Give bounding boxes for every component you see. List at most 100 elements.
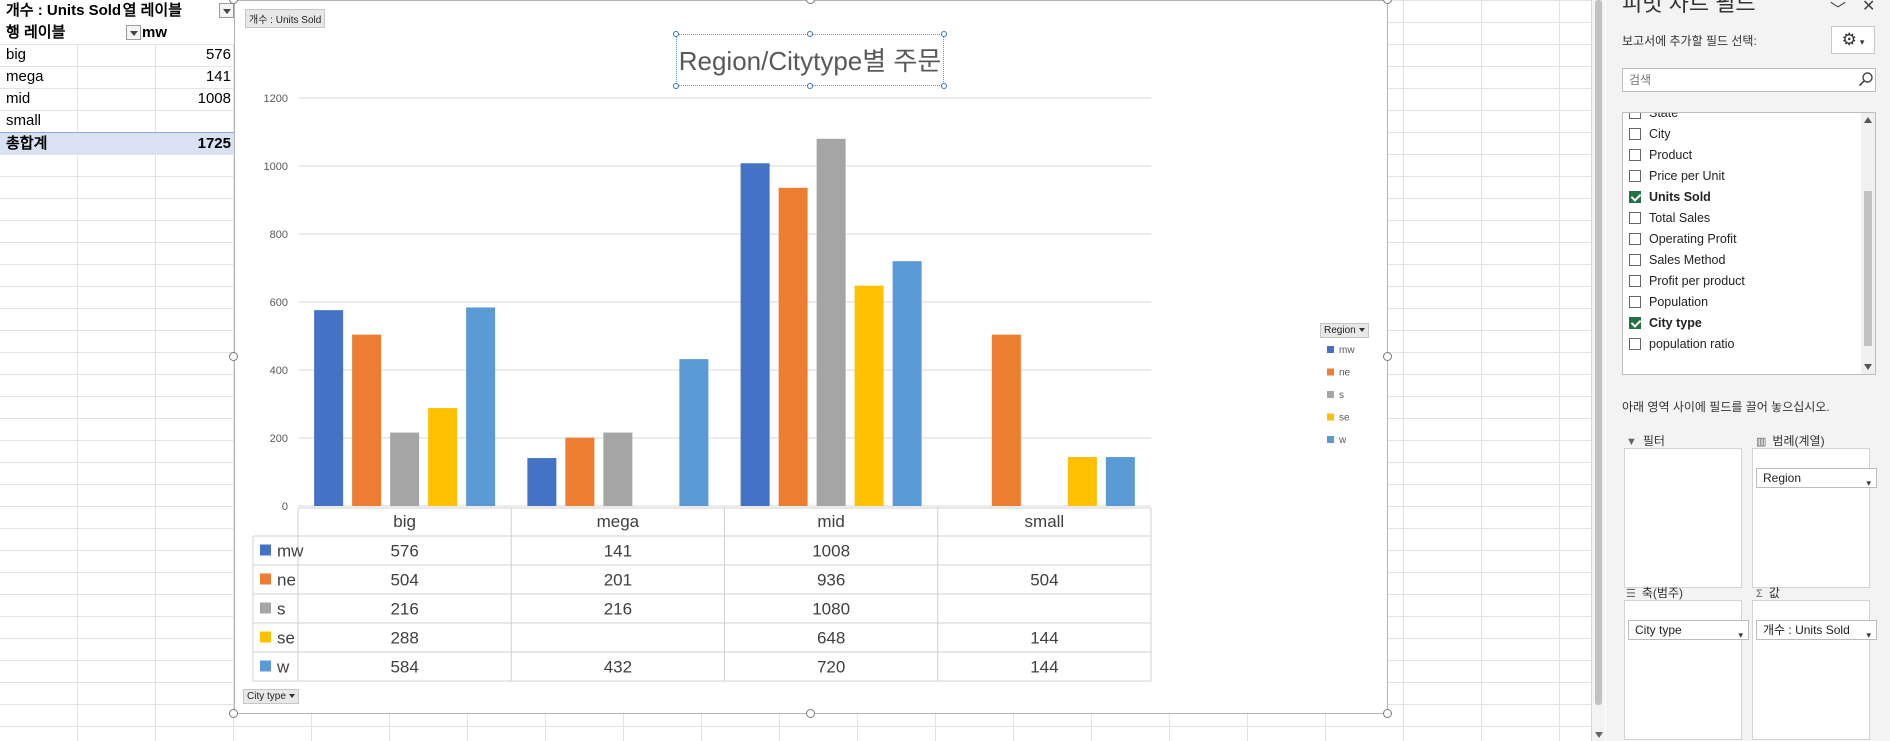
pivot-row-label: big bbox=[6, 46, 27, 63]
bar-s-mega bbox=[603, 432, 633, 506]
field-checkbox[interactable] bbox=[1629, 274, 1641, 287]
field-item[interactable]: Units Sold bbox=[1629, 187, 1711, 208]
legend-key bbox=[1327, 346, 1334, 353]
legend-field-chip[interactable]: Region ▾ bbox=[1756, 468, 1877, 488]
field-item[interactable]: State bbox=[1629, 113, 1678, 124]
scroll-up-arrow-icon[interactable] bbox=[1864, 117, 1872, 123]
values-field-chip[interactable]: 개수 : Units Sold ▾ bbox=[1756, 620, 1877, 640]
bar-ne-mid bbox=[778, 187, 808, 506]
field-item[interactable]: Population bbox=[1629, 292, 1708, 313]
field-item[interactable]: Total Sales bbox=[1629, 208, 1710, 229]
field-settings-button[interactable]: ⚙ ▾ bbox=[1831, 26, 1875, 54]
data-table-value: 141 bbox=[604, 542, 632, 561]
field-checkbox[interactable] bbox=[1629, 148, 1641, 161]
pivot-row-labels-header[interactable]: 행 레이블 bbox=[6, 24, 66, 41]
chart-axis-field-label: City type bbox=[247, 691, 286, 702]
columns-icon: ▥ bbox=[1756, 436, 1767, 448]
data-table-value: 720 bbox=[817, 658, 845, 677]
bar-se-small bbox=[1067, 457, 1097, 506]
field-checkbox[interactable] bbox=[1629, 190, 1641, 203]
pivot-row[interactable]: big 576 bbox=[0, 44, 234, 66]
chart-legend-field-button[interactable]: Region bbox=[1320, 323, 1369, 338]
field-item[interactable]: City bbox=[1629, 124, 1671, 145]
pivot-row[interactable]: mid 1008 bbox=[0, 88, 234, 110]
field-checkbox[interactable] bbox=[1629, 295, 1641, 308]
column-filter-button[interactable] bbox=[215, 0, 234, 22]
scroll-down-arrow-icon[interactable] bbox=[1864, 364, 1872, 370]
values-drop-zone[interactable]: 개수 : Units Sold ▾ bbox=[1752, 600, 1877, 740]
title-resize-handle[interactable] bbox=[807, 31, 813, 37]
pivot-row[interactable]: small bbox=[0, 110, 234, 132]
chart-resize-handle[interactable] bbox=[1383, 709, 1392, 718]
filter-zone-label: ▼ 필터 bbox=[1626, 432, 1665, 449]
field-checkbox[interactable] bbox=[1629, 113, 1641, 119]
scrollbar-thumb[interactable] bbox=[1864, 191, 1872, 346]
field-checkbox[interactable] bbox=[1629, 337, 1641, 350]
data-table-value: 144 bbox=[1030, 629, 1058, 648]
pivot-total-row[interactable]: 총합계 1725 bbox=[0, 132, 234, 154]
filter-zone-text: 필터 bbox=[1642, 434, 1665, 448]
title-resize-handle[interactable] bbox=[673, 83, 679, 89]
field-item[interactable]: City type bbox=[1629, 313, 1702, 334]
rows-icon: ☰ bbox=[1626, 588, 1636, 600]
category-label: big bbox=[393, 512, 416, 531]
pivot-column-mw[interactable]: mw bbox=[142, 24, 168, 41]
y-tick-label: 800 bbox=[270, 229, 288, 241]
pivot-row[interactable]: mega 141 bbox=[0, 66, 234, 88]
title-resize-handle[interactable] bbox=[673, 31, 679, 37]
field-list[interactable]: State City Product Price per Unit Units Sold… bbox=[1622, 112, 1876, 375]
legend-drop-zone[interactable]: Region ▾ bbox=[1752, 448, 1877, 588]
data-table-value: 576 bbox=[390, 542, 418, 561]
title-resize-handle[interactable] bbox=[941, 83, 947, 89]
chart-title-box[interactable]: Region/Citytype별 주문 bbox=[673, 31, 947, 89]
axis-drop-zone[interactable]: City type ▾ bbox=[1624, 600, 1749, 740]
field-item[interactable]: population ratio bbox=[1629, 334, 1734, 355]
field-checkbox[interactable] bbox=[1629, 127, 1641, 140]
data-table-value: 936 bbox=[817, 571, 845, 590]
field-list-scrollbar[interactable] bbox=[1861, 113, 1875, 374]
close-icon[interactable]: ✕ bbox=[1862, 0, 1876, 15]
chart-resize-handle[interactable] bbox=[806, 709, 815, 718]
field-item[interactable]: Product bbox=[1629, 145, 1692, 166]
bar-ne-mega bbox=[565, 437, 595, 506]
table-legend-key bbox=[260, 631, 271, 643]
chart-value-field-button[interactable]: 개수 : Units Sold bbox=[245, 9, 326, 28]
field-checkbox[interactable] bbox=[1629, 253, 1641, 266]
chart-resize-handle[interactable] bbox=[229, 709, 238, 718]
field-checkbox[interactable] bbox=[1629, 169, 1641, 182]
chart-resize-handle[interactable] bbox=[1383, 352, 1392, 361]
scrollbar-thumb[interactable] bbox=[1595, 0, 1602, 705]
vertical-scrollbar[interactable] bbox=[1591, 0, 1605, 741]
panel-options-chevron-icon[interactable]: ﹀ bbox=[1830, 2, 1847, 19]
pivot-chart[interactable]: 개수 : Units Sold City type Region/Citytyp… bbox=[234, 0, 1388, 714]
chart-resize-handle[interactable] bbox=[229, 352, 238, 361]
scroll-down-arrow-icon[interactable] bbox=[1595, 732, 1603, 738]
pivot-column-labels-header[interactable]: 열 레이블 bbox=[122, 2, 182, 19]
data-table-value: 288 bbox=[390, 629, 418, 648]
field-checkbox[interactable] bbox=[1629, 232, 1641, 245]
legend-key bbox=[1327, 413, 1334, 421]
dropdown-arrow-icon bbox=[1358, 328, 1365, 333]
table-legend-key bbox=[260, 602, 271, 614]
field-item[interactable]: Operating Profit bbox=[1629, 229, 1737, 250]
field-item[interactable]: Sales Method bbox=[1629, 250, 1725, 271]
legend-label: ne bbox=[1339, 368, 1351, 379]
filter-dropdown-icon bbox=[126, 24, 141, 40]
filter-drop-zone[interactable] bbox=[1624, 448, 1742, 588]
title-resize-handle[interactable] bbox=[807, 83, 813, 89]
field-checkbox[interactable] bbox=[1629, 316, 1641, 329]
field-search-input[interactable] bbox=[1622, 68, 1876, 92]
field-item[interactable]: Price per Unit bbox=[1629, 166, 1725, 187]
axis-field-chip[interactable]: City type ▾ bbox=[1628, 620, 1749, 640]
search-icon[interactable] bbox=[1858, 71, 1874, 87]
gear-icon: ⚙ bbox=[1841, 30, 1857, 49]
title-resize-handle[interactable] bbox=[941, 31, 947, 37]
field-item[interactable]: Profit per product bbox=[1629, 271, 1745, 292]
chart-axis-field-button[interactable]: City type bbox=[243, 689, 299, 704]
pivot-value-field-label[interactable]: 개수 : Units Sold bbox=[6, 2, 122, 19]
field-label: Sales Method bbox=[1649, 253, 1726, 267]
row-filter-button[interactable] bbox=[122, 22, 141, 44]
panel-title: 피벗 차트 필드 bbox=[1622, 0, 1756, 16]
field-checkbox[interactable] bbox=[1629, 211, 1641, 224]
legend-chip-label: Region bbox=[1763, 471, 1802, 485]
